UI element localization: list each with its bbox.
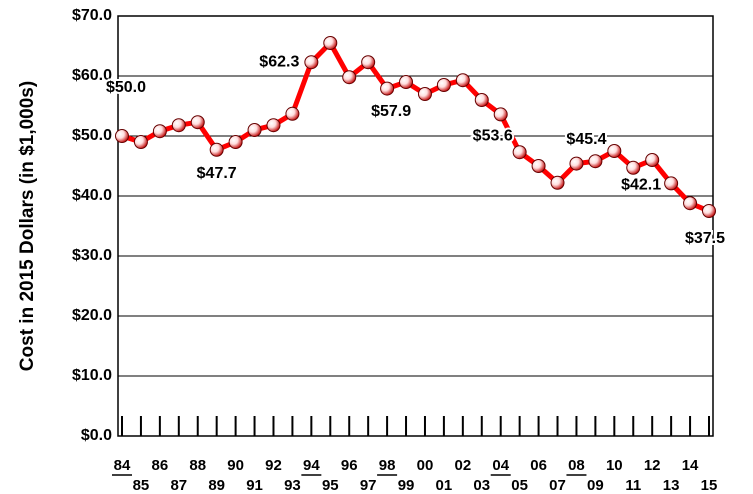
marker	[133, 135, 148, 149]
x-tick-label: 06	[530, 457, 547, 474]
marker	[493, 107, 508, 122]
x-tick-label: 88	[189, 457, 206, 474]
marker	[645, 153, 660, 167]
x-tick-label: 08	[568, 457, 585, 474]
marker	[323, 36, 338, 50]
x-tick-label: 07	[549, 477, 566, 494]
value-label: $42.1	[621, 177, 661, 194]
x-tick-label: 86	[152, 457, 169, 474]
marker	[417, 87, 432, 101]
value-label: $47.7	[197, 165, 237, 182]
x-tick-label: 00	[417, 457, 434, 474]
marker	[266, 118, 281, 133]
marker	[304, 55, 319, 70]
x-tick-label: 85	[133, 477, 150, 494]
marker	[588, 154, 603, 169]
plot-area	[117, 15, 714, 437]
x-tick-label: 96	[341, 457, 358, 474]
x-tick-label: 84	[114, 457, 131, 474]
x-tick-label: 02	[454, 457, 471, 474]
y-tick-label: $40.0	[72, 187, 112, 204]
x-tick-label: 92	[265, 457, 282, 474]
value-label: $37.5	[685, 230, 725, 247]
marker	[285, 106, 300, 121]
x-tick-label: 03	[473, 477, 490, 494]
marker	[209, 142, 224, 157]
marker	[607, 144, 622, 158]
marker	[342, 70, 357, 85]
marker	[190, 115, 205, 130]
x-tick-label: 10	[606, 457, 623, 474]
x-tick-label: 90	[227, 457, 244, 474]
y-tick-label: $60.0	[72, 67, 112, 84]
y-tick-label: $0.0	[81, 427, 112, 444]
marker	[664, 176, 679, 191]
x-tick-label: 01	[436, 477, 453, 494]
x-tick-label: 95	[322, 477, 339, 494]
x-tick-label: 05	[511, 477, 528, 494]
x-tick-label: 98	[379, 457, 396, 474]
y-tick-label: $70.0	[72, 7, 112, 24]
marker	[531, 159, 546, 173]
marker	[626, 160, 641, 175]
marker	[474, 93, 489, 107]
marker	[247, 123, 262, 137]
x-tick-label: 94	[303, 457, 320, 474]
x-tick-label: 09	[587, 477, 604, 494]
x-tick-label: 89	[208, 477, 225, 494]
value-label: $53.6	[473, 128, 513, 145]
marker	[436, 78, 451, 92]
y-axis-label: Cost in 2015 Dollars (in $1,000s)	[17, 81, 38, 371]
y-tick-label: $50.0	[72, 127, 112, 144]
value-label: $50.0	[106, 79, 146, 96]
x-tick-label: 13	[663, 477, 680, 494]
x-tick-label: 99	[398, 477, 415, 494]
marker	[569, 156, 584, 171]
x-tick-label: 12	[644, 457, 661, 474]
marker	[361, 55, 376, 70]
value-label: $57.9	[371, 103, 411, 120]
marker	[228, 135, 243, 149]
y-tick-label: $20.0	[72, 307, 112, 324]
marker	[455, 73, 470, 88]
value-label: $45.4	[566, 131, 606, 148]
x-tick-label: 93	[284, 477, 301, 494]
marker	[380, 81, 395, 96]
x-tick-label: 97	[360, 477, 377, 494]
marker	[152, 124, 167, 139]
x-tick-label: 91	[246, 477, 263, 494]
y-tick-label: $10.0	[72, 367, 112, 384]
marker	[512, 145, 527, 160]
value-label: $62.3	[259, 53, 299, 70]
x-tick-label: 15	[701, 477, 718, 494]
marker	[683, 196, 698, 211]
marker	[550, 175, 565, 190]
marker	[399, 75, 414, 89]
marker	[115, 129, 129, 143]
marker	[171, 118, 186, 133]
x-tick-label: 04	[492, 457, 509, 474]
marker	[702, 204, 716, 218]
x-tick-label: 14	[682, 457, 699, 474]
x-tick-label: 11	[625, 477, 641, 494]
x-tick-label: 87	[170, 477, 187, 494]
y-tick-label: $30.0	[72, 247, 112, 264]
